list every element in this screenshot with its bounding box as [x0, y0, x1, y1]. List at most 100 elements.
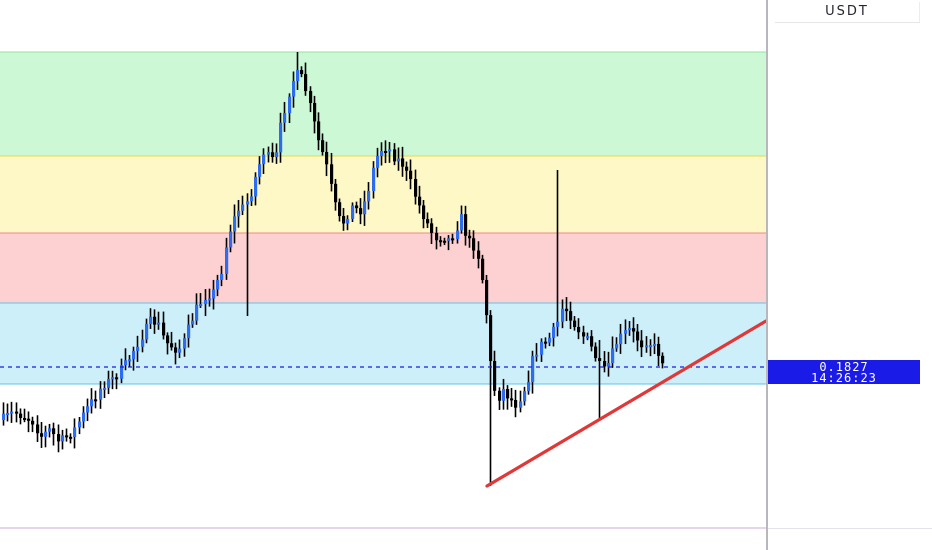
candle-body	[493, 361, 497, 391]
candle-body	[577, 327, 581, 333]
candle-body	[359, 208, 363, 215]
zone-green	[0, 52, 766, 156]
candle-body	[531, 356, 535, 383]
candle-body	[313, 103, 317, 122]
candles	[2, 52, 665, 486]
candle-body	[439, 240, 443, 243]
candle-body	[237, 210, 241, 217]
bar-countdown: 14:26:23	[811, 371, 877, 385]
candle-body	[607, 363, 611, 367]
candle-body	[535, 354, 539, 357]
candle-body	[99, 388, 103, 400]
candle-body	[460, 214, 464, 231]
quote-currency-label[interactable]: USDT	[775, 2, 920, 23]
candle-body	[48, 428, 52, 432]
candle-body	[603, 361, 607, 367]
candle-body	[162, 322, 166, 336]
candle-body	[401, 158, 405, 167]
candle-body	[183, 338, 187, 349]
price-axis[interactable]	[768, 0, 932, 550]
candle-body	[279, 122, 283, 153]
candle-body	[346, 218, 350, 224]
candle-body	[523, 391, 527, 402]
candle-body	[590, 336, 594, 347]
candle-body	[271, 152, 275, 158]
candle-body	[69, 436, 73, 439]
candle-body	[275, 152, 279, 158]
candle-body	[556, 321, 560, 327]
candle-body	[191, 320, 195, 325]
candle-body	[636, 331, 640, 341]
candle-body	[31, 420, 35, 425]
candle-body	[178, 348, 182, 353]
candle-body	[477, 250, 481, 259]
candle-body	[19, 413, 23, 418]
candle-body	[166, 335, 170, 344]
candle-body	[258, 164, 262, 177]
candle-body	[372, 167, 376, 192]
price-chart[interactable]	[0, 0, 766, 550]
candle-body	[229, 231, 233, 248]
current-price-tag: 0.1827 14:26:23	[768, 360, 920, 384]
support-trendline[interactable]	[485, 319, 766, 488]
candle-body	[141, 339, 145, 347]
candle-body	[65, 435, 69, 438]
candle-body	[82, 412, 86, 422]
candle-body	[2, 413, 6, 420]
candle-body	[300, 70, 304, 75]
zone-bands	[0, 51, 766, 385]
candle-body	[552, 326, 556, 338]
candle-body	[233, 216, 237, 232]
candle-body	[107, 379, 111, 388]
candle-body	[506, 389, 510, 399]
candle-body	[489, 315, 493, 362]
candle-body	[527, 382, 531, 392]
candle-body	[384, 150, 388, 153]
candle-body	[52, 428, 56, 435]
candle-body	[23, 417, 27, 420]
candle-body	[451, 238, 455, 241]
candle-body	[170, 343, 174, 348]
candle-body	[661, 355, 665, 364]
candle-body	[426, 219, 430, 224]
candle-body	[6, 413, 10, 416]
candle-body	[628, 328, 632, 331]
candle-body	[464, 214, 468, 236]
zone-yellow	[0, 156, 766, 233]
candle-body	[296, 70, 300, 82]
candle-body	[472, 238, 476, 251]
candle-body	[111, 377, 115, 380]
candle-body	[456, 230, 460, 239]
candle-body	[510, 398, 514, 401]
candle-body	[36, 424, 40, 434]
candle-body	[195, 304, 199, 321]
candle-body	[573, 320, 577, 328]
candle-body	[212, 289, 216, 299]
candle-body	[325, 151, 329, 165]
candle-body	[342, 216, 346, 224]
candle-body	[514, 400, 518, 408]
candle-body	[208, 298, 212, 301]
candle-body	[157, 322, 161, 325]
candle-body	[283, 113, 287, 123]
candle-body	[153, 316, 157, 325]
candle-body	[619, 333, 623, 345]
candle-body	[40, 433, 44, 437]
candle-body	[498, 390, 502, 401]
candle-body	[73, 427, 77, 438]
candle-body	[380, 150, 384, 156]
candle-body	[376, 155, 380, 168]
candle-body	[330, 164, 334, 184]
price-axis-border[interactable]	[766, 0, 769, 550]
candle-body	[447, 238, 451, 241]
candle-body	[321, 140, 325, 152]
candle-body	[422, 205, 426, 220]
candle-body	[199, 304, 203, 307]
candle-body	[10, 411, 14, 414]
candle-body	[405, 166, 409, 171]
axis-bottom-line	[768, 528, 932, 529]
candle-body	[124, 360, 128, 366]
candle-body	[481, 258, 485, 280]
candle-body	[598, 358, 602, 362]
candle-body	[317, 121, 321, 141]
